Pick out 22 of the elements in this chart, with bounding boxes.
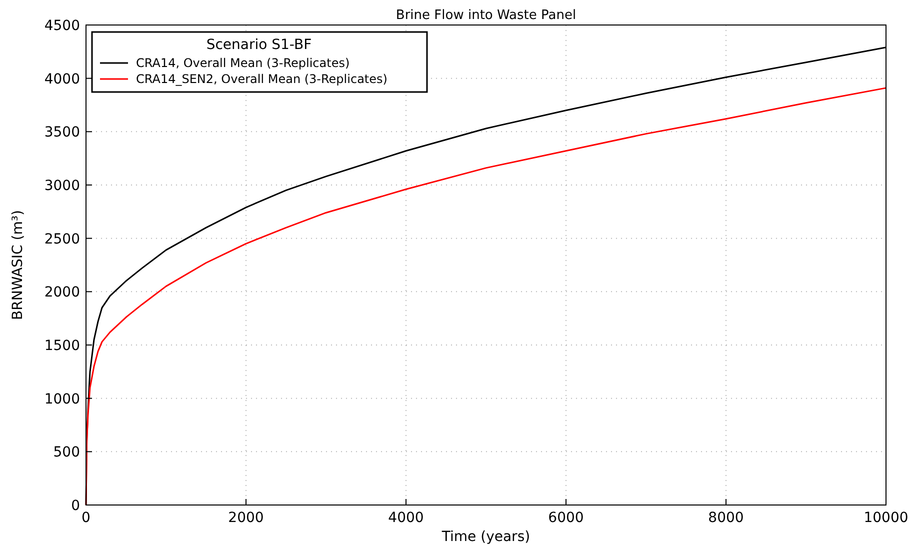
y-tick-label: 2000 — [44, 284, 80, 301]
y-tick-label: 1500 — [44, 338, 80, 354]
y-tick-label: 3000 — [44, 178, 80, 194]
x-tick-label: 10000 — [864, 510, 908, 526]
x-tick-label: 0 — [82, 510, 90, 526]
y-tick-label: 2500 — [44, 231, 80, 248]
legend-label: CRA14, Overall Mean (3-Replicates) — [136, 56, 350, 70]
y-tick-label: 3500 — [44, 124, 80, 141]
y-tick-label: 4000 — [44, 71, 80, 88]
chart-title: Brine Flow into Waste Panel — [396, 8, 576, 23]
x-tick-label: 8000 — [708, 510, 744, 526]
x-tick-label: 2000 — [228, 510, 264, 526]
y-tick-label: 1000 — [44, 391, 80, 408]
y-tick-label: 500 — [53, 444, 80, 461]
x-axis-title: Time (years) — [440, 529, 530, 545]
legend-label: CRA14_SEN2, Overall Mean (3-Replicates) — [136, 72, 388, 86]
x-tick-label: 6000 — [548, 510, 584, 526]
y-tick-label: 0 — [71, 498, 80, 514]
x-tick-label: 4000 — [388, 510, 424, 526]
y-axis-title: BRNWASIC (m³) — [10, 210, 26, 320]
legend-title: Scenario S1-BF — [206, 37, 312, 53]
y-tick-label: 4500 — [44, 18, 80, 34]
